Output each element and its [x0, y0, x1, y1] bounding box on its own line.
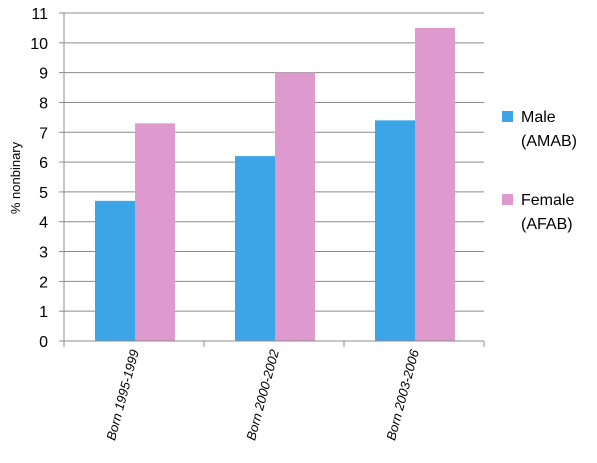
x-tick-labels: Born 1995-1999 Born 2000-2002 Born 2003-20…	[103, 347, 422, 442]
y-tick-label-7: 7	[39, 125, 48, 142]
y-axis-title: % nonbinary	[8, 141, 23, 214]
bars	[95, 27, 455, 342]
y-tick-labels: 0 1 2 3 4 5 6 7 8 9 10 11	[30, 6, 48, 351]
y-tick-label-0: 0	[39, 334, 48, 351]
x-category-label-1: Born 1995-1999	[103, 348, 142, 442]
legend-label-1-line2: (AMAB)	[521, 133, 577, 150]
legend-label-2-line1: Female	[521, 192, 574, 209]
legend: Male (AMAB) Female (AFAB)	[502, 109, 577, 233]
bar-series2-cat1	[135, 123, 175, 341]
y-tick-label-3: 3	[39, 245, 48, 262]
y-tick-label-6: 6	[39, 155, 48, 172]
axes	[59, 12, 485, 347]
y-tick-label-8: 8	[39, 95, 48, 112]
bar-series1-cat2	[235, 156, 275, 341]
bar-series2-cat2	[275, 72, 315, 342]
legend-label-1-line1: Male	[521, 109, 556, 126]
legend-swatch-1	[502, 111, 513, 122]
x-category-label-3: Born 2003-2006	[383, 347, 422, 442]
y-tick-label-2: 2	[39, 274, 48, 291]
y-tick-label-5: 5	[39, 185, 48, 202]
y-tick-label-4: 4	[39, 215, 48, 232]
legend-label-2-line2: (AFAB)	[521, 216, 573, 233]
y-tick-label-9: 9	[39, 66, 48, 83]
legend-swatch-2	[502, 194, 513, 205]
x-category-label-2: Born 2000-2002	[243, 347, 282, 442]
bar-series2-cat3	[415, 27, 455, 342]
y-tick-label-1: 1	[39, 304, 48, 321]
bar-series1-cat1	[95, 200, 135, 341]
y-tick-label-10: 10	[30, 36, 48, 53]
bar-series1-cat3	[375, 120, 415, 341]
y-tick-label-11: 11	[31, 6, 48, 23]
